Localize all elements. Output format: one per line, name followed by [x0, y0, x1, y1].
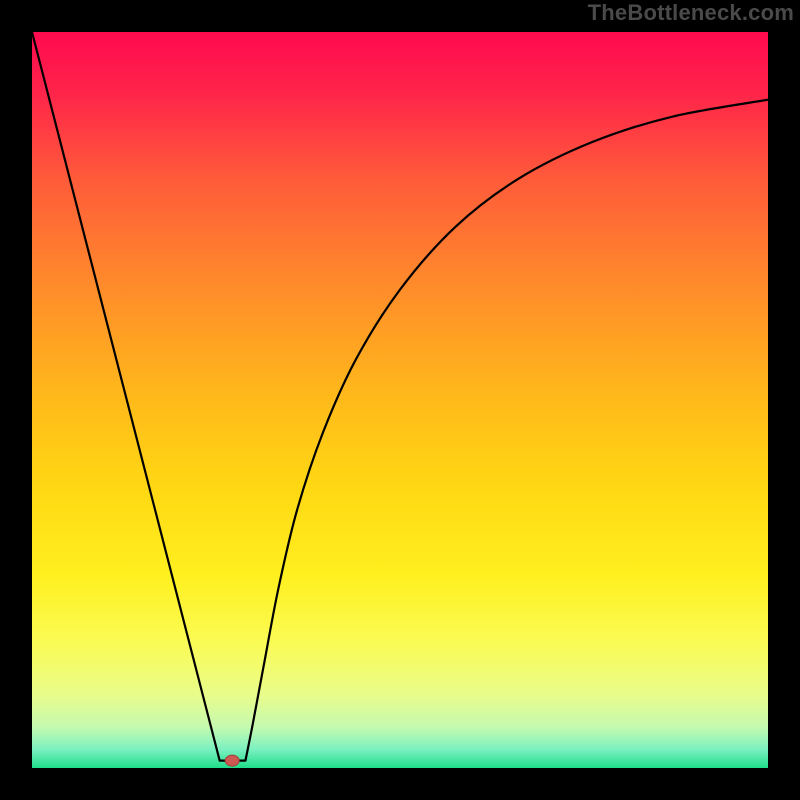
chart-container: TheBottleneck.com: [0, 0, 800, 800]
optimum-marker: [225, 755, 239, 766]
watermark-text: TheBottleneck.com: [588, 0, 794, 26]
plot-background: [32, 32, 768, 768]
chart-svg: [0, 0, 800, 800]
